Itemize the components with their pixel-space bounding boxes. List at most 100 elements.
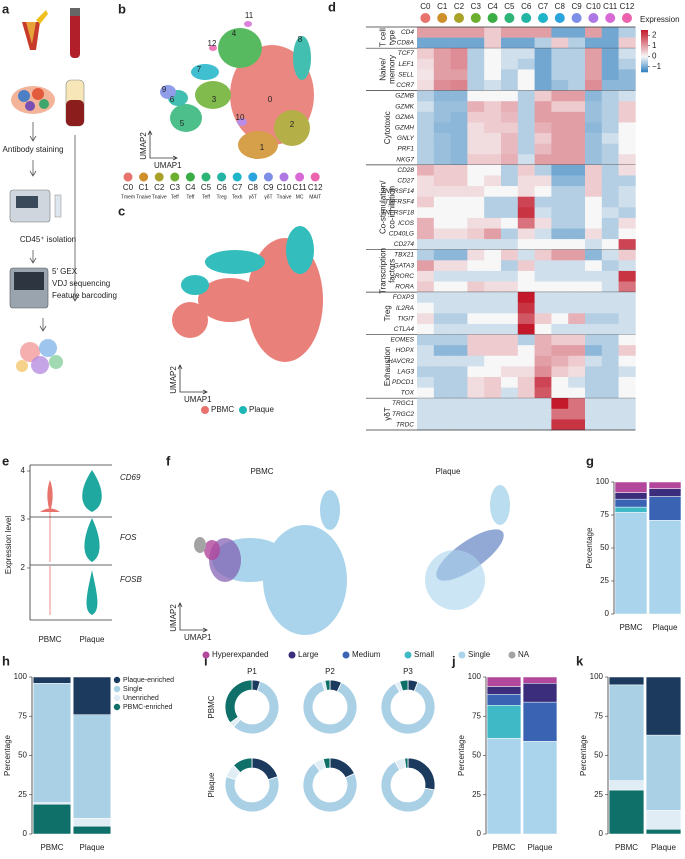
colorbar-step	[641, 30, 648, 32]
heatmap-cell	[450, 133, 468, 144]
heatmap-cell	[417, 122, 435, 134]
legend-swatch	[263, 172, 273, 182]
colorbar-step	[641, 31, 648, 33]
heatmap-cell	[551, 376, 569, 388]
heatmap-cell	[433, 164, 451, 176]
colorbar-step	[641, 52, 648, 54]
column-swatch	[454, 13, 464, 23]
heatmap-cell	[568, 143, 586, 155]
colorbar-step	[641, 34, 648, 36]
heatmap-cell	[484, 398, 502, 410]
heatmap-cell	[534, 249, 552, 261]
heatmap-cell	[450, 313, 468, 325]
heatmap-cell	[585, 69, 603, 81]
heatmap-cell	[585, 111, 603, 123]
donut-segment	[302, 680, 358, 735]
legend-label: Single	[468, 650, 491, 659]
heatmap-cell	[417, 58, 435, 70]
heatmap-cell	[467, 217, 485, 229]
heatmap-cell	[534, 111, 552, 123]
step-label: 5′ GEX	[52, 267, 78, 276]
heatmap-cell	[467, 398, 485, 410]
step-label: Antibody staining	[3, 145, 64, 154]
colorbar-step	[641, 55, 648, 57]
heatmap-cell	[551, 313, 569, 325]
heatmap-cell	[450, 143, 468, 155]
column-swatch	[420, 13, 431, 23]
y-axis-label: Percentage	[457, 734, 466, 775]
heatmap-cell	[484, 90, 502, 102]
bar-segment	[522, 683, 558, 703]
heatmap-cell	[501, 345, 519, 357]
legend-swatch	[217, 172, 227, 182]
heatmap-cell	[501, 281, 519, 293]
heatmap-cell	[551, 270, 569, 282]
heatmap-cell	[568, 260, 586, 272]
heatmap-cell	[585, 334, 603, 346]
heatmap-cell	[601, 313, 619, 325]
heatmap-cell	[585, 270, 603, 282]
heatmap-cell	[585, 387, 603, 399]
heatmap-cell	[601, 122, 619, 134]
heatmap-cell	[618, 323, 636, 335]
heatmap-cell	[501, 154, 519, 166]
cluster-label: 1	[260, 143, 265, 152]
heatmap-cell	[467, 239, 485, 251]
bar-segment	[486, 676, 522, 687]
column-label: C10	[586, 2, 601, 11]
heatmap-cell	[501, 419, 519, 431]
heatmap-cell	[534, 133, 552, 144]
x-tick-label: Plaque	[80, 843, 105, 852]
heatmap-cell	[618, 27, 636, 38]
heatmap-cell	[467, 175, 485, 187]
heatmap-cell	[501, 313, 519, 325]
heatmap-cell	[568, 228, 586, 240]
bar-segment	[72, 825, 112, 835]
heatmap-cell	[450, 302, 468, 314]
legend-label: C7	[232, 183, 243, 192]
sample-label: PBMC	[207, 695, 216, 718]
heatmap-cell	[501, 48, 519, 60]
heatmap-cell	[568, 302, 586, 314]
heatmap-cell	[467, 345, 485, 357]
heatmap-cell	[501, 196, 519, 208]
legend-swatch	[310, 172, 320, 182]
heatmap-cell	[534, 37, 552, 49]
heatmap-cell	[417, 133, 435, 144]
bar-segment	[645, 734, 682, 811]
cluster-label: 3	[212, 95, 217, 104]
heatmap-cell	[484, 419, 502, 431]
gene-label: TRGC1	[392, 400, 414, 407]
heatmap-cell	[534, 270, 552, 282]
heatmap-cell	[517, 355, 535, 367]
column-swatch	[622, 13, 632, 23]
y-tick-label: 75	[600, 510, 609, 519]
heatmap-cell	[433, 27, 451, 38]
y-axis-label: Percentage	[585, 527, 594, 568]
legend-swatch	[248, 172, 258, 182]
donut-segment	[404, 757, 409, 769]
heatmap-cell	[601, 292, 619, 304]
heatmap-cell	[467, 69, 485, 81]
heatmap-cell	[467, 37, 485, 49]
heatmap-cell	[517, 313, 535, 325]
heatmap-cell	[534, 143, 552, 155]
x-tick-label: Plaque	[653, 623, 678, 632]
heatmap-cell	[450, 260, 468, 272]
heatmap-cell	[517, 122, 535, 134]
heatmap-cell	[501, 334, 519, 346]
heatmap-cell	[551, 143, 569, 155]
heatmap-cell	[601, 58, 619, 70]
gene-label: TRDC	[396, 421, 414, 428]
heatmap-cell	[517, 239, 535, 251]
heatmap-cell	[417, 292, 435, 304]
legend-swatch	[279, 172, 289, 182]
donut-segment	[232, 680, 280, 735]
heatmap-cell	[601, 398, 619, 410]
heatmap-cell	[450, 387, 468, 399]
heatmap-cell	[417, 260, 435, 272]
heatmap-cell	[618, 69, 636, 81]
legend-sublabel: Tnaive	[152, 194, 167, 200]
column-label: C9	[571, 2, 582, 11]
